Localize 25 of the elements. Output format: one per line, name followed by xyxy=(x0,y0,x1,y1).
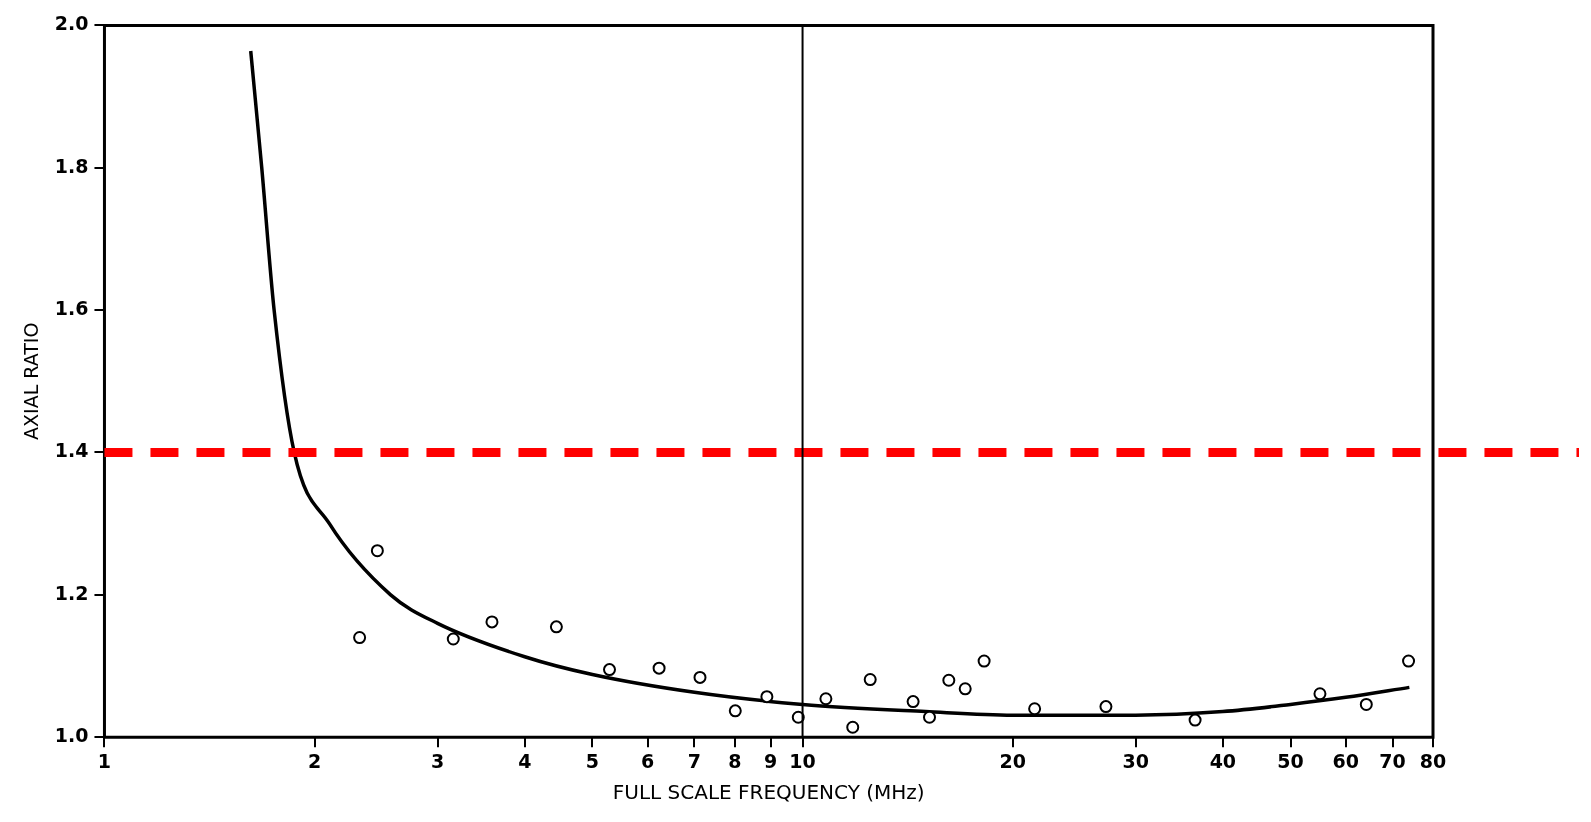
x-tick-label: 10 xyxy=(789,749,816,772)
y-axis-title: AXIAL RATIO xyxy=(20,322,43,440)
x-tick-label: 1 xyxy=(97,749,112,772)
x-axis-title: FULL SCALE FREQUENCY (MHz) xyxy=(612,780,925,805)
x-tick-label: 70 xyxy=(1379,749,1406,772)
x-tick-label: 2 xyxy=(307,749,322,772)
x-tick-label: 80 xyxy=(1419,749,1447,772)
x-tick-label: 40 xyxy=(1209,749,1237,772)
x-tick-label: 6 xyxy=(641,749,655,772)
x-tick-label: 60 xyxy=(1332,749,1360,772)
x-tick-label: 5 xyxy=(585,749,600,772)
y-tick-label: 1.6 xyxy=(54,297,89,320)
x-tick-label: 7 xyxy=(687,749,702,772)
y-tick-label: 1.8 xyxy=(54,154,89,177)
x-tick-label: 50 xyxy=(1277,749,1304,772)
x-tick-label: 4 xyxy=(518,749,532,772)
y-tick-label: 1.0 xyxy=(54,724,89,747)
x-tick-label: 8 xyxy=(728,749,742,772)
x-tick-label: 9 xyxy=(764,749,778,772)
y-tick-label: 1.4 xyxy=(54,439,89,462)
x-tick-label: 20 xyxy=(999,749,1026,772)
x-tick-label: 3 xyxy=(430,749,445,772)
y-tick-label: 2.0 xyxy=(54,12,89,35)
y-tick-label: 1.2 xyxy=(54,581,89,604)
x-tick-label: 30 xyxy=(1122,749,1149,772)
